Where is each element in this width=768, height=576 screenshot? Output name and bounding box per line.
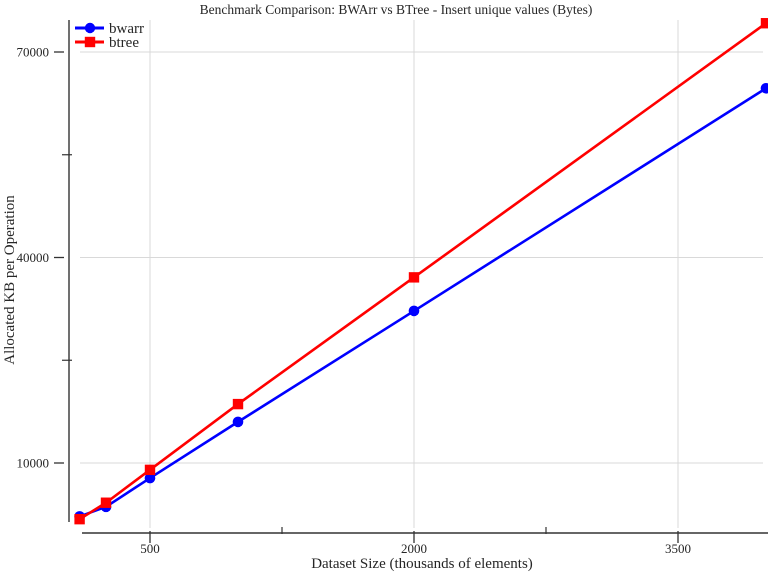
gridlines bbox=[80, 20, 763, 528]
data-point-bwarr bbox=[408, 305, 420, 317]
tick-labels: 500 2000 3500 10000 40000 70000 bbox=[17, 45, 692, 557]
series-line-btree bbox=[78, 22, 767, 521]
legend-item-btree: btree bbox=[75, 35, 139, 51]
data-point-bwarr bbox=[144, 472, 156, 484]
axes bbox=[54, 20, 768, 543]
legend-label-bwarr: bwarr bbox=[109, 21, 144, 37]
legend-item-bwarr: bwarr bbox=[75, 21, 144, 37]
legend-circle-marker-bwarr bbox=[84, 22, 96, 34]
x-tick-label-2000: 2000 bbox=[401, 541, 427, 556]
data-point-btree bbox=[408, 272, 420, 283]
y-tick-label-40000: 40000 bbox=[17, 250, 50, 265]
chart-title: Benchmark Comparison: BWArr vs BTree - I… bbox=[200, 2, 593, 17]
y-tick-label-70000: 70000 bbox=[17, 45, 50, 60]
data-point-btree bbox=[760, 18, 768, 29]
data-point-btree bbox=[144, 464, 156, 476]
data-point-bwarr bbox=[232, 416, 244, 428]
series-line-bwarr bbox=[79, 87, 767, 518]
legend-label-btree: btree bbox=[109, 35, 139, 51]
data-point-btree bbox=[74, 513, 85, 525]
data-point-btree bbox=[100, 497, 112, 508]
legend-square-marker-btree bbox=[84, 36, 96, 48]
data-point-bwarr bbox=[760, 83, 768, 94]
data-point-btree bbox=[232, 398, 244, 410]
x-tick-label-500: 500 bbox=[140, 541, 160, 556]
data-series bbox=[74, 18, 768, 525]
x-axis-label: Dataset Size (thousands of elements) bbox=[311, 556, 533, 572]
y-tick-label-10000: 10000 bbox=[17, 456, 50, 471]
x-tick-label-3500: 3500 bbox=[665, 541, 691, 556]
y-axis-label: Allocated KB per Operation bbox=[2, 195, 18, 365]
legend: bwarr btree bbox=[75, 21, 144, 51]
